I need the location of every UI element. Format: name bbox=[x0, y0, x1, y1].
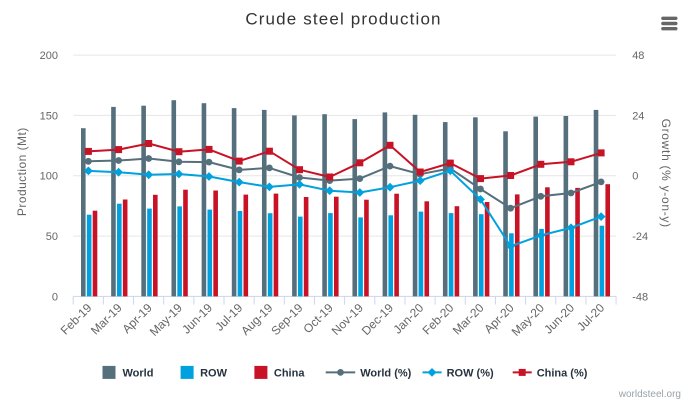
svg-text:ROW (%): ROW (%) bbox=[447, 368, 494, 380]
svg-text:24: 24 bbox=[632, 110, 644, 122]
svg-text:World (%): World (%) bbox=[360, 368, 411, 380]
svg-text:200: 200 bbox=[40, 50, 58, 62]
svg-text:World: World bbox=[123, 368, 154, 380]
svg-text:Production (Mt): Production (Mt) bbox=[15, 127, 29, 216]
svg-text:-24: -24 bbox=[632, 231, 648, 243]
svg-text:worldsteel.org: worldsteel.org bbox=[618, 389, 681, 400]
svg-text:0: 0 bbox=[632, 171, 638, 183]
svg-text:50: 50 bbox=[46, 231, 58, 243]
svg-text:Crude steel production: Crude steel production bbox=[245, 10, 441, 29]
svg-text:-48: -48 bbox=[632, 291, 648, 303]
svg-text:China: China bbox=[274, 368, 305, 380]
svg-text:48: 48 bbox=[632, 50, 644, 62]
svg-text:Growth (% y-on-y): Growth (% y-on-y) bbox=[659, 119, 673, 228]
svg-text:ROW: ROW bbox=[200, 368, 228, 380]
svg-text:100: 100 bbox=[40, 171, 58, 183]
svg-text:China (%): China (%) bbox=[537, 368, 588, 380]
svg-text:0: 0 bbox=[52, 291, 58, 303]
svg-text:150: 150 bbox=[40, 110, 58, 122]
